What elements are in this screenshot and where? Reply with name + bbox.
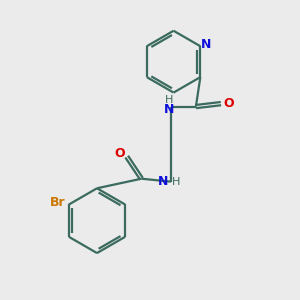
Text: N: N (200, 38, 211, 51)
Text: Br: Br (50, 196, 66, 209)
Text: H: H (165, 95, 174, 105)
Text: O: O (224, 97, 235, 110)
Text: H: H (172, 177, 180, 187)
Text: O: O (114, 147, 125, 160)
Text: N: N (158, 175, 168, 188)
Text: N: N (164, 103, 175, 116)
